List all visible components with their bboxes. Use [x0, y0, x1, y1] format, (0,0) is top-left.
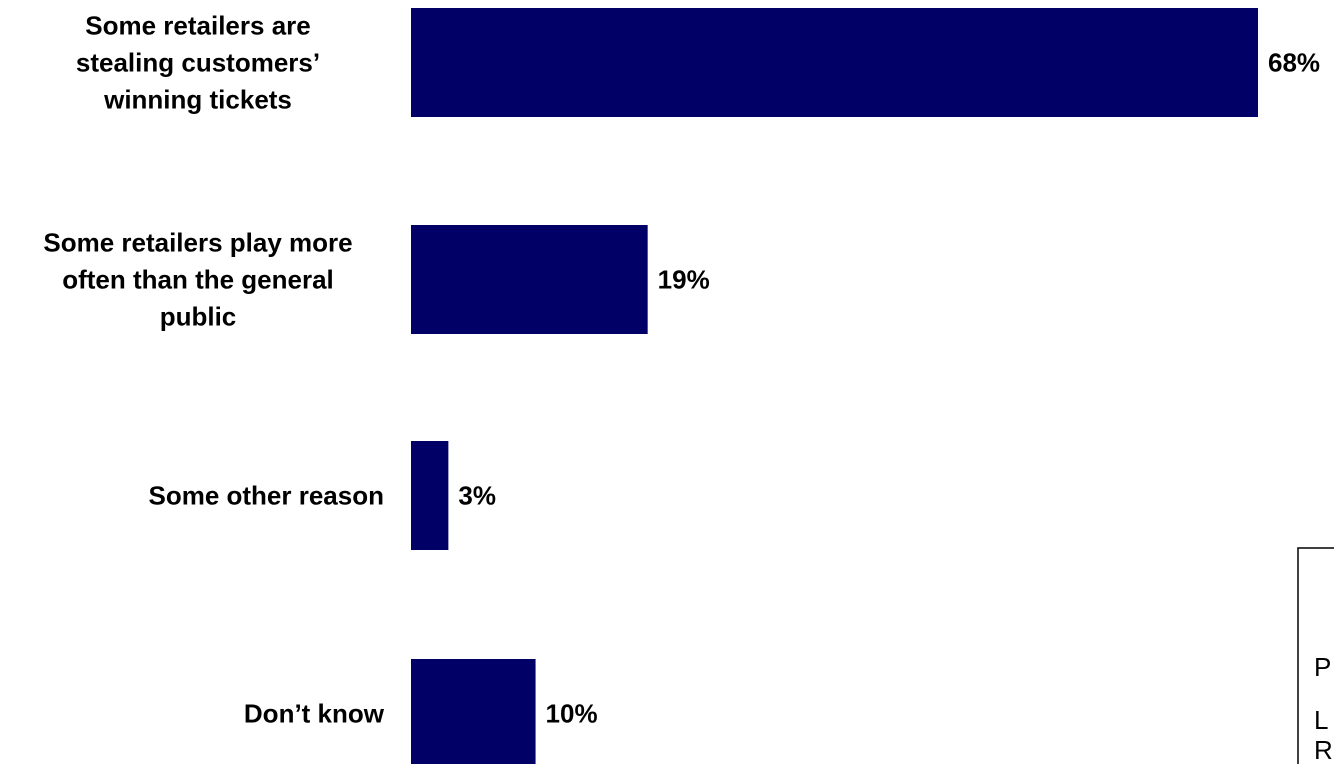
value-label-2: 19% — [658, 265, 710, 295]
value-label-4: 10% — [546, 699, 598, 729]
value-label-3: 3% — [458, 481, 496, 511]
category-label-1-line-1: Some retailers are — [85, 11, 310, 41]
bar-4 — [411, 659, 536, 764]
bar-1 — [411, 8, 1258, 117]
side-note-frame — [1297, 547, 1334, 764]
side-note-letter-2: L — [1314, 705, 1328, 735]
category-labels: Some retailers are stealing customers’ win… — [43, 11, 384, 729]
category-label-2-line-3: public — [160, 302, 237, 332]
value-labels: 68% 19% 3% 10% — [458, 48, 1320, 729]
side-note-letter-1: P — [1314, 652, 1331, 682]
category-label-4: Don’t know — [244, 699, 385, 729]
category-label-1-line-2: stealing customers’ — [76, 48, 320, 78]
category-label-2: Some retailers play more often than the g… — [43, 228, 352, 332]
category-label-4-line-1: Don’t know — [244, 699, 385, 729]
category-label-2-line-2: often than the general — [62, 265, 334, 295]
bar-3 — [411, 441, 449, 550]
side-note-letter-3: R — [1314, 735, 1333, 764]
category-label-2-line-1: Some retailers play more — [43, 228, 352, 258]
side-note-box: P L R — [1297, 547, 1334, 764]
category-label-1: Some retailers are stealing customers’ win… — [76, 11, 320, 115]
value-label-1: 68% — [1268, 48, 1320, 78]
category-label-3-line-1: Some other reason — [148, 481, 384, 511]
category-label-1-line-3: winning tickets — [103, 85, 292, 115]
bars-layer — [411, 8, 1258, 764]
bar-2 — [411, 225, 648, 334]
category-label-3: Some other reason — [148, 481, 384, 511]
